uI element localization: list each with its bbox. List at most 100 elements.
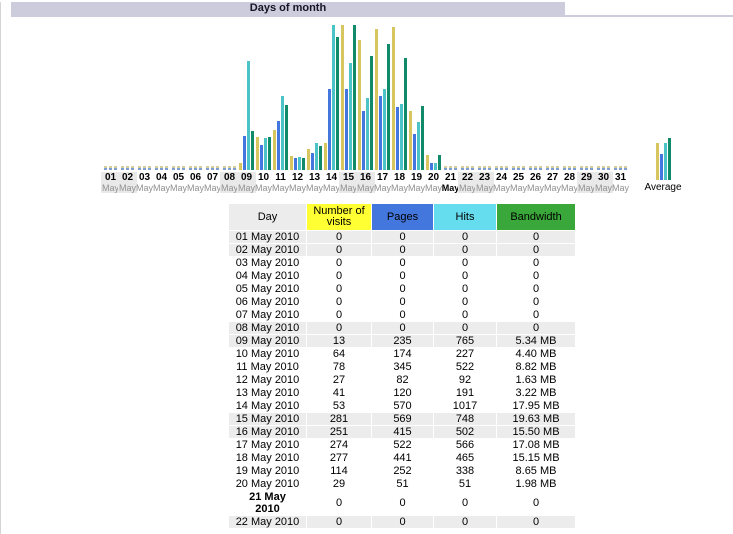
- bar-group: [444, 17, 457, 170]
- bar-pages: [260, 145, 263, 170]
- cell-text: 05 May 2010: [235, 283, 300, 295]
- day-month-label: May: [459, 183, 477, 193]
- day-label: 07 May: [203, 172, 222, 193]
- cell-text: 1.98 MB: [515, 478, 557, 490]
- cell-text: 0: [461, 322, 469, 334]
- day-number: 28: [563, 172, 576, 183]
- cell-pages: 0: [372, 516, 433, 528]
- day-label: 10 May: [254, 172, 273, 193]
- cell-text: 522: [455, 361, 475, 373]
- cell-day: 08 May 2010: [229, 322, 306, 334]
- cell-text: 0: [461, 283, 469, 295]
- cell-day: 06 May 2010: [229, 296, 306, 308]
- day-label: 14 May: [322, 172, 341, 193]
- bar-pages: [345, 89, 348, 170]
- table-row: 03 May 2010 0 0 0 0: [229, 257, 575, 269]
- cell-text: 13 May 2010: [235, 387, 300, 399]
- zero-marker: [444, 166, 457, 170]
- chart-day-column: 23 May: [475, 17, 495, 193]
- cell-visits: 277: [307, 452, 371, 464]
- day-number: 13: [308, 172, 321, 183]
- cell-pages: 82: [372, 374, 433, 386]
- day-month-label: May: [510, 183, 528, 193]
- cell-text: 0: [399, 244, 406, 256]
- cell-text: 17.95 MB: [512, 400, 560, 412]
- bar-hits: [383, 89, 386, 170]
- table-row: 19 May 2010 114 252 338 8.65 MB: [229, 465, 575, 477]
- day-label: 08 May: [220, 172, 240, 193]
- table-row: 16 May 2010 251 415 502 15.50 MB: [229, 426, 575, 438]
- cell-text: 02 May 2010: [235, 244, 300, 256]
- cell-pages: 0: [372, 296, 433, 308]
- cell-text: 1017: [452, 400, 478, 412]
- bar-group: [239, 17, 254, 170]
- cell-visits: 53: [307, 400, 371, 412]
- cell-visits: 78: [307, 361, 371, 373]
- cell-text: 0: [399, 283, 406, 295]
- day-number: 30: [597, 172, 610, 183]
- bar-bandwidth: [404, 58, 407, 170]
- cell-pages: 0: [372, 283, 433, 295]
- cell-hits: 502: [434, 426, 496, 438]
- cell-text: 8.65 MB: [515, 465, 557, 477]
- cell-hits: 465: [434, 452, 496, 464]
- bar-pages: [294, 158, 297, 170]
- cell-text: 4.40 MB: [515, 348, 557, 360]
- bar-pages: [328, 89, 331, 170]
- bar-hits: [281, 96, 284, 170]
- day-number: 17: [376, 172, 389, 183]
- cell-bandwidth: 0: [497, 244, 575, 256]
- chart-day-column: 27 May: [544, 17, 561, 193]
- cell-text: 0: [532, 283, 540, 295]
- cell-text: 174: [393, 348, 412, 360]
- chart-day-column: 18 May: [391, 17, 408, 193]
- day-label: 02 May: [118, 172, 138, 193]
- cell-text: 15 May 2010: [235, 413, 300, 425]
- cell-text: 338: [455, 465, 475, 477]
- day-number: 25: [512, 172, 525, 183]
- cell-hits: 0: [434, 491, 496, 515]
- cell-text: 502: [455, 426, 475, 438]
- cell-pages: 0: [372, 231, 433, 243]
- chart-day-column: 10 May: [255, 17, 272, 193]
- cell-visits: 0: [307, 516, 371, 528]
- column-header-day: Day: [229, 204, 306, 230]
- cell-text: 51: [458, 478, 472, 490]
- day-month-label: May: [357, 183, 375, 193]
- column-header-hits: Hits: [434, 204, 496, 230]
- day-month-label: May: [561, 183, 579, 193]
- day-month-label: May: [425, 183, 443, 193]
- chart-day-column: 29 May: [577, 17, 597, 193]
- bar-group: [392, 17, 407, 170]
- cell-text: 235: [393, 335, 412, 347]
- chart-day-column: 11 May: [272, 17, 289, 193]
- cell-text: 29: [332, 478, 346, 490]
- cell-hits: 0: [434, 257, 496, 269]
- cell-text: 0: [461, 497, 469, 509]
- cell-visits: 0: [307, 257, 371, 269]
- bar-group: [580, 17, 593, 170]
- cell-text: 0: [461, 309, 469, 321]
- zero-marker: [121, 166, 134, 170]
- day-label: 25 May: [509, 172, 528, 193]
- cell-bandwidth: 5.34 MB: [497, 335, 575, 347]
- bar-group: [341, 17, 356, 170]
- bar-group: [256, 17, 271, 170]
- cell-bandwidth: 17.95 MB: [497, 400, 575, 412]
- day-number: 21: [444, 172, 457, 183]
- bar-bandwidth: [302, 158, 305, 170]
- cell-bandwidth: 0: [497, 283, 575, 295]
- cell-text: 277: [329, 452, 349, 464]
- days-of-month-chart: 01 May 02 May 03 May 04 May 05 May 06 May 07 May 08 May…: [101, 17, 733, 193]
- zero-marker: [546, 166, 559, 170]
- bar-bandwidth: [336, 37, 339, 170]
- chart-columns: 01 May 02 May 03 May 04 May 05 May 06 May 07 May 08 May…: [101, 17, 733, 193]
- day-month-label: May: [595, 183, 613, 193]
- bar-visits: [341, 25, 344, 170]
- cell-text: 0: [335, 296, 343, 308]
- cell-hits: 0: [434, 296, 496, 308]
- cell-text: 0: [532, 309, 540, 321]
- bar-hits: [366, 98, 369, 170]
- day-number: 02: [121, 172, 134, 183]
- day-number: 15: [342, 172, 355, 183]
